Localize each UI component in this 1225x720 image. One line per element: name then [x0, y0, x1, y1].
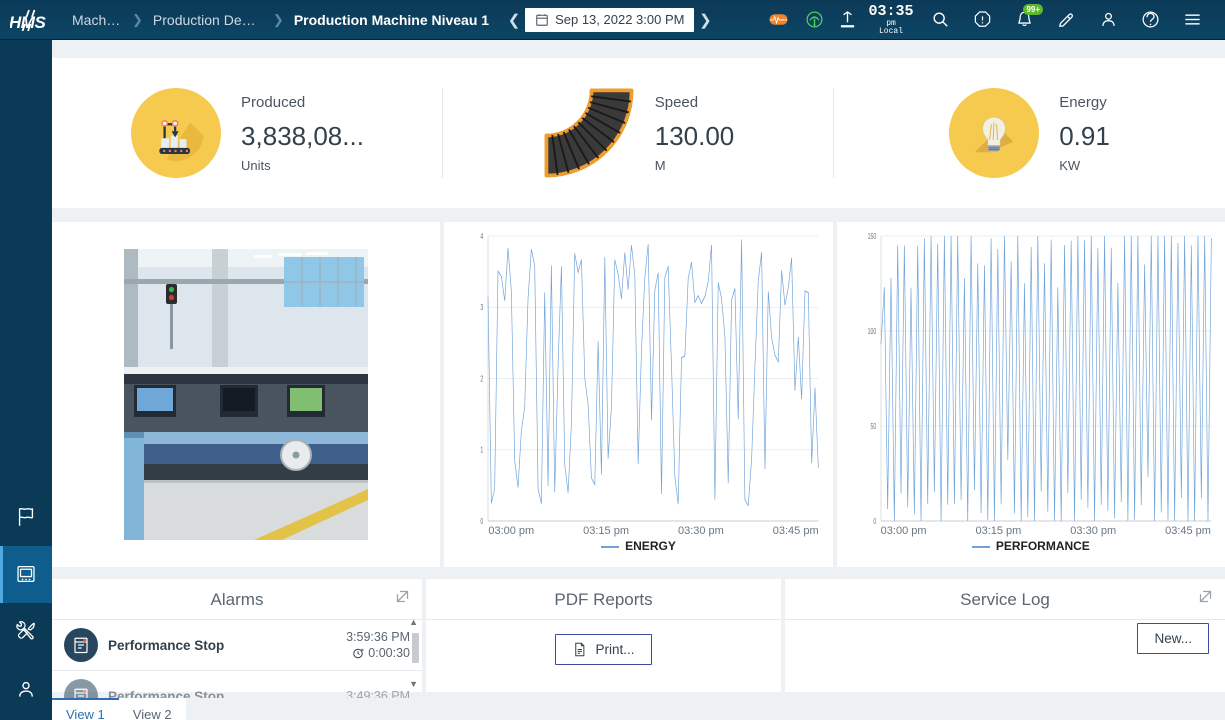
svg-text:0: 0 — [481, 518, 484, 526]
svg-text:3: 3 — [481, 304, 484, 312]
svg-text:4: 4 — [481, 233, 484, 241]
svg-text:1: 1 — [481, 447, 484, 455]
svg-text:50: 50 — [870, 423, 876, 431]
svg-text:2: 2 — [481, 376, 484, 384]
svg-text:150: 150 — [867, 233, 876, 241]
svg-text:100: 100 — [867, 328, 876, 336]
svg-text:0: 0 — [873, 518, 876, 526]
